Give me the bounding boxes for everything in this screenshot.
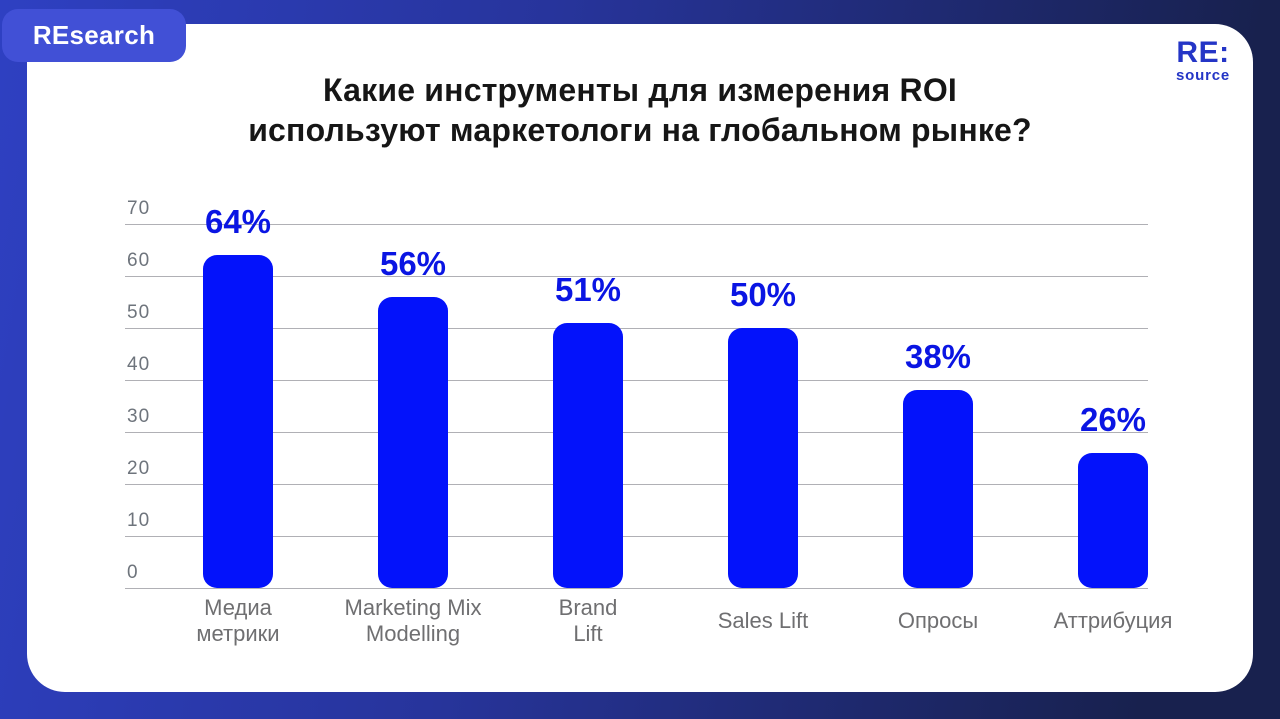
chart-title-line1: Какие инструменты для измерения ROI (323, 72, 957, 108)
gridline (125, 380, 1148, 381)
gridline (125, 224, 1148, 225)
y-tick-label: 10 (127, 510, 151, 531)
y-tick-label: 20 (127, 458, 151, 479)
y-tick-label: 0 (127, 562, 139, 583)
gridline (125, 484, 1148, 485)
bar (378, 296, 448, 588)
research-badge: REsearch (2, 9, 186, 62)
y-tick-label: 30 (127, 406, 151, 427)
chart-title: Какие инструменты для измерения ROI испо… (27, 70, 1253, 150)
resource-logo-source: source (1176, 67, 1230, 84)
x-category-label-line: Brand (558, 595, 618, 620)
x-category-label: Опросы (832, 592, 1044, 650)
gridline (125, 276, 1148, 277)
resource-logo: RE: source (1167, 38, 1239, 84)
resource-logo-re: RE: (1176, 36, 1230, 69)
y-tick-label: 50 (127, 302, 151, 323)
bar-value-label: 56% (379, 244, 447, 282)
bar (553, 322, 623, 588)
bar (1078, 452, 1148, 588)
x-category-label-line: Аттрибуция (1053, 608, 1173, 633)
bar-value-label: 64% (204, 203, 272, 241)
bar (903, 390, 973, 588)
gridline (125, 432, 1148, 433)
x-category-label: Медиа метрики (132, 592, 344, 650)
x-category-label: Sales Lift (657, 592, 869, 650)
x-category-label-line: Marketing Mix (344, 595, 482, 620)
y-tick-label: 70 (127, 198, 151, 219)
x-category-label: Аттрибуция (1007, 592, 1219, 650)
x-category-label-line: метрики (196, 621, 280, 646)
bar-value-label: 51% (554, 270, 622, 308)
gridline (125, 328, 1148, 329)
x-category-label: Marketing Mix Modelling (307, 592, 519, 650)
x-category-label-line: Modelling (365, 621, 461, 646)
x-category-label-line: Медиа (204, 595, 272, 620)
y-tick-label: 40 (127, 354, 151, 375)
x-category-label: Brand Lift (482, 592, 694, 650)
bar-value-label: 50% (729, 276, 797, 313)
gridline (125, 588, 1148, 589)
bar-value-label: 26% (1079, 400, 1147, 438)
x-category-label-line: Lift (573, 621, 603, 646)
x-category-label-line: Опросы (897, 608, 979, 633)
gridline (125, 536, 1148, 537)
bar (203, 255, 273, 588)
y-tick-label: 60 (127, 250, 151, 271)
x-category-label-line: Sales Lift (717, 608, 809, 633)
bar-value-label: 38% (904, 338, 972, 376)
chart-title-line2: используют маркетологи на глобальном рын… (248, 112, 1032, 148)
bar (728, 328, 798, 588)
research-badge-label: REsearch (32, 20, 156, 50)
